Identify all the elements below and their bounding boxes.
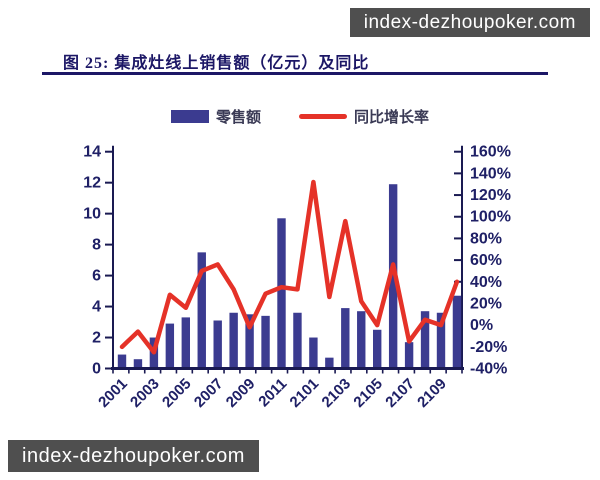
bar xyxy=(325,357,334,369)
bar xyxy=(341,308,350,369)
right-axis-tick-label: 60% xyxy=(470,252,502,269)
x-axis-category-label: 2007 xyxy=(191,375,227,411)
right-axis-tick-label: 20% xyxy=(470,295,502,312)
x-axis-category-label: 2005 xyxy=(159,375,195,411)
right-axis-tick-label: -40% xyxy=(470,361,507,378)
bar xyxy=(404,342,414,369)
bar xyxy=(388,184,398,369)
figure-title: 图 25: 集成灶线上销售额（亿元）及同比 xyxy=(63,55,370,72)
bar xyxy=(452,295,462,369)
chart-legend: 零售额 同比增长率 xyxy=(0,104,600,128)
legend-bar-swatch-icon xyxy=(170,109,209,123)
left-axis-tick-label: 10 xyxy=(83,206,101,223)
x-axis-category-label: 2107 xyxy=(382,375,418,411)
legend-bar-label: 零售额 xyxy=(215,108,261,126)
legend-line-label: 同比增长率 xyxy=(354,108,430,126)
x-axis-category-label: 2003 xyxy=(127,375,163,411)
x-axis-category-label: 2101 xyxy=(287,375,323,411)
left-axis-tick-label: 0 xyxy=(92,361,101,378)
left-axis-tick-label: 8 xyxy=(92,237,101,254)
watermark-top: index-dezhoupoker.com xyxy=(349,8,590,37)
x-axis-category-label: 2009 xyxy=(223,375,259,411)
left-axis-tick-label: 6 xyxy=(92,268,101,285)
right-axis-tick-label: 100% xyxy=(470,209,511,226)
bar xyxy=(245,314,254,369)
right-axis-tick-label: 160% xyxy=(470,144,511,161)
watermark-bottom: index-dezhoupoker.com xyxy=(8,440,259,472)
right-axis-tick-label: 140% xyxy=(470,165,511,182)
left-axis-tick-label: 2 xyxy=(92,330,101,347)
x-axis-category-label: 2105 xyxy=(350,375,386,411)
left-axis-tick-label: 4 xyxy=(92,299,101,316)
bar xyxy=(277,218,286,369)
bar xyxy=(309,337,318,369)
title-underline xyxy=(42,72,548,75)
bar xyxy=(117,354,127,369)
left-axis-tick-label: 12 xyxy=(83,175,101,192)
bar xyxy=(420,311,430,369)
bar xyxy=(293,312,302,369)
bar xyxy=(213,320,222,369)
bar xyxy=(436,312,446,369)
x-axis-category-label: 2103 xyxy=(319,375,355,411)
bar xyxy=(133,359,143,369)
combo-chart: 0 2 4 6 8 10 12 14 -40% -20% 0% 20% 40% 60% 80% 100% 120… xyxy=(83,144,511,411)
bar xyxy=(261,315,270,369)
bar xyxy=(357,311,366,369)
left-axis-tick-label: 14 xyxy=(83,144,101,161)
legend-line-swatch-icon xyxy=(299,113,347,119)
bar xyxy=(165,323,175,369)
right-axis-tick-label: 40% xyxy=(470,274,502,291)
bar xyxy=(373,329,382,369)
right-axis-tick-label: -20% xyxy=(470,339,507,356)
bar xyxy=(181,317,190,369)
x-axis-category-label: 2109 xyxy=(414,375,450,411)
right-axis-tick-label: 120% xyxy=(470,187,511,204)
x-axis-category-label: 2011 xyxy=(255,375,290,410)
right-axis-tick-label: 0% xyxy=(470,317,493,334)
growth-line xyxy=(119,179,460,355)
right-axis-tick-label: 80% xyxy=(470,230,502,247)
bar xyxy=(229,312,238,369)
x-axis-category-label: 2001 xyxy=(95,375,131,411)
bar xyxy=(197,252,206,369)
